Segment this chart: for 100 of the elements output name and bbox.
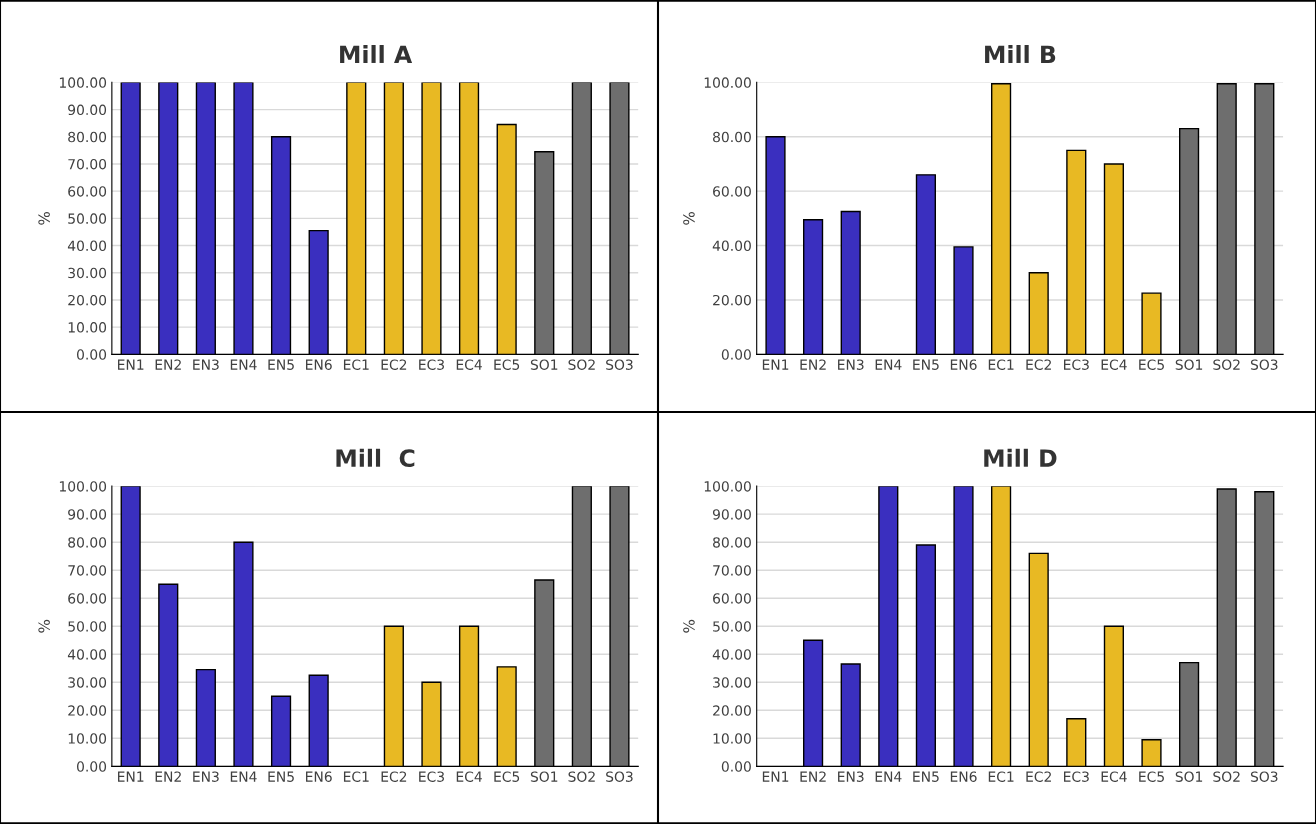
x-tick-label: EN6: [950, 359, 977, 370]
bar: [1028, 272, 1049, 355]
bar: [496, 666, 517, 767]
bar: [953, 246, 974, 355]
bar: [1066, 717, 1087, 767]
bar: [571, 82, 592, 355]
bar: [120, 82, 141, 355]
bar: [233, 82, 254, 355]
x-tick-label: EN3: [838, 359, 864, 370]
x-tick-label: EN4: [875, 359, 902, 370]
bar: [308, 674, 329, 767]
y-tick-label: 80.00: [68, 131, 107, 143]
y-tick-label: 0.00: [721, 349, 751, 360]
y-tick-label: 10.00: [68, 322, 107, 333]
bar: [1028, 552, 1049, 767]
bar: [765, 136, 786, 355]
bar: [421, 681, 442, 767]
bar: [1179, 661, 1200, 767]
x-tick-label: EC1: [988, 359, 1014, 370]
x-tick-label: EC3: [419, 359, 444, 370]
bar: [840, 663, 861, 767]
y-tick-label: 50.00: [68, 213, 107, 224]
y-tick-label: 90.00: [68, 104, 107, 116]
y-axis-title: %: [38, 619, 50, 633]
bar: [1103, 163, 1124, 355]
bar: [421, 82, 442, 355]
x-tick-label: EC1: [343, 359, 369, 370]
x-tick-label: EN1: [762, 359, 789, 370]
x-tick-label: EC4: [456, 359, 482, 370]
bar: [195, 668, 216, 767]
bar: [195, 82, 216, 355]
y-tick-label: 40.00: [712, 240, 751, 252]
x-tick-label: EN1: [762, 771, 789, 782]
x-tick-label: EC2: [381, 359, 407, 370]
bar: [458, 625, 480, 767]
x-tick-label: EC5: [1139, 359, 1164, 370]
bar: [270, 695, 292, 767]
y-tick-label: 100.00: [59, 481, 107, 492]
x-tick-label: EC4: [1101, 359, 1127, 370]
bar: [840, 210, 861, 355]
bar: [571, 486, 592, 767]
x-tick-label: EN6: [306, 771, 332, 782]
y-tick-label: 20.00: [68, 294, 107, 306]
x-tick-label: EN5: [268, 359, 294, 370]
bar: [803, 219, 824, 355]
bar: [346, 82, 367, 355]
bar: [1179, 127, 1200, 355]
bar: [878, 486, 899, 767]
y-tick-label: 100.00: [704, 77, 751, 88]
bar: [1254, 491, 1275, 767]
x-tick-label: SO3: [606, 359, 633, 370]
y-tick-label: 100.00: [704, 481, 751, 492]
bar: [1141, 292, 1162, 355]
y-tick-label: 30.00: [68, 267, 107, 279]
x-tick-label: SO2: [1213, 771, 1240, 782]
bar: [953, 486, 974, 767]
bar: [609, 486, 630, 767]
y-tick-label: 20.00: [713, 294, 751, 306]
y-tick-label: 10.00: [713, 733, 751, 744]
y-tick-label: 70.00: [68, 158, 107, 170]
x-tick-label: EC5: [494, 359, 520, 370]
x-tick-label: EN1: [118, 771, 144, 782]
y-tick-label: 100.00: [59, 77, 107, 88]
y-tick-label: 60.00: [713, 186, 751, 197]
bar: [308, 229, 329, 355]
y-tick-label: 60.00: [68, 186, 107, 197]
bar: [991, 83, 1012, 355]
x-tick-label: EN4: [230, 771, 257, 782]
y-tick-label: 30.00: [68, 677, 107, 688]
x-tick-label: EN1: [118, 359, 144, 370]
x-tick-label: EN5: [913, 771, 939, 782]
x-tick-label: EC1: [343, 771, 369, 782]
bar: [233, 541, 254, 767]
x-tick-label: SO3: [606, 771, 633, 782]
x-tick-label: EC1: [988, 771, 1014, 782]
bar: [1141, 739, 1162, 767]
x-tick-label: SO1: [530, 359, 558, 370]
bar: [158, 82, 179, 355]
x-tick-label: EC5: [1139, 771, 1164, 782]
x-tick-label: EN2: [155, 359, 181, 370]
bar: [270, 136, 292, 355]
chart-title: Mill C: [336, 448, 415, 468]
bar: [496, 123, 517, 355]
bar: [120, 486, 141, 767]
x-tick-label: EN6: [306, 359, 332, 370]
x-tick-label: SO1: [1175, 359, 1203, 370]
x-tick-label: EN2: [155, 771, 181, 782]
x-tick-label: EC2: [1026, 771, 1051, 782]
x-tick-label: EC3: [1064, 359, 1089, 370]
x-tick-label: SO3: [1250, 771, 1278, 782]
bar: [1216, 83, 1237, 355]
x-tick-label: SO2: [568, 771, 595, 782]
y-tick-label: 40.00: [67, 240, 107, 252]
y-tick-label: 0.00: [76, 761, 107, 772]
bar: [158, 583, 179, 767]
x-tick-label: EC3: [419, 771, 444, 782]
bar: [383, 82, 404, 355]
y-tick-label: 70.00: [68, 565, 107, 576]
x-tick-label: EN2: [800, 359, 826, 370]
x-tick-label: EC4: [1101, 771, 1127, 782]
